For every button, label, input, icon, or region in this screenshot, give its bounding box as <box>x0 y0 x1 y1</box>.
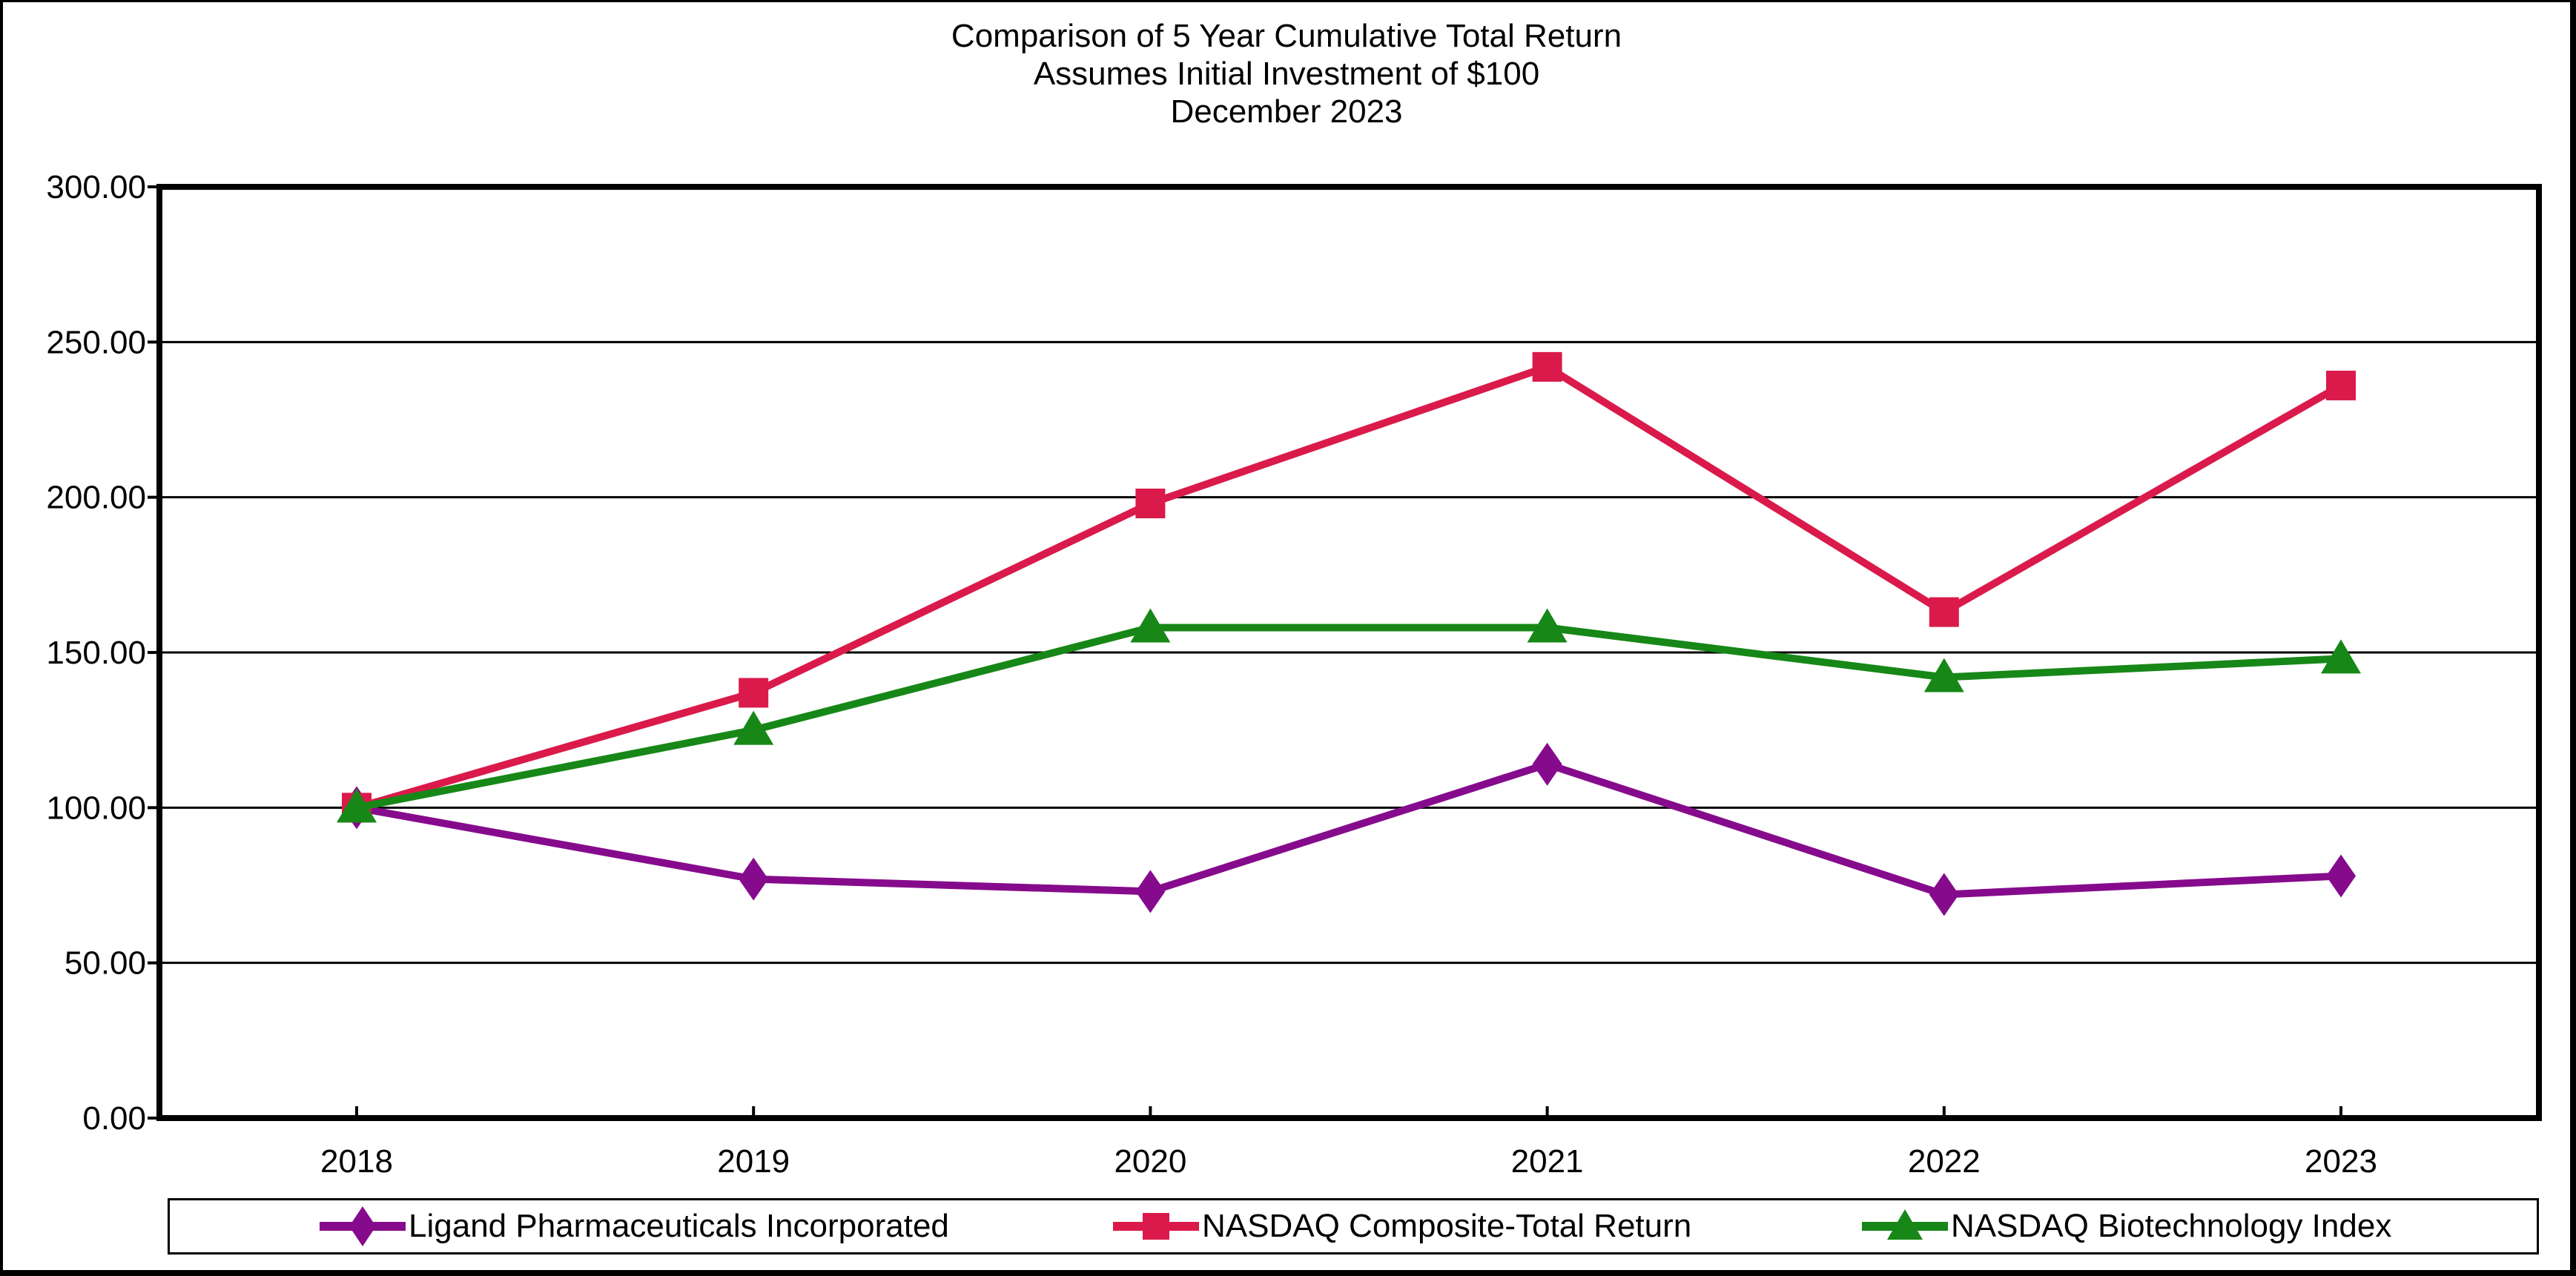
x-axis-tick-label: 2022 <box>1908 1143 1981 1180</box>
y-axis-tick-label: 100.00 <box>46 790 146 826</box>
chart-title: Comparison of 5 Year Cumulative Total Re… <box>3 17 2570 130</box>
x-axis-tick-label: 2018 <box>320 1143 393 1180</box>
y-axis-tick-label: 300.00 <box>46 169 146 205</box>
y-axis-tick-label: 50.00 <box>65 945 146 982</box>
diamond-marker <box>739 857 769 901</box>
square-marker-icon <box>1113 1213 1199 1240</box>
y-axis-tick-label: 200.00 <box>46 480 146 516</box>
square-marker <box>1929 597 1959 627</box>
legend: Ligand Pharmaceuticals Incorporated NASD… <box>168 1198 2539 1254</box>
x-axis-tick-label: 2019 <box>717 1143 790 1180</box>
chart-title-line-3: December 2023 <box>1170 93 1403 130</box>
diamond-marker <box>1532 742 1562 786</box>
series-line-2 <box>356 624 2342 812</box>
legend-label-nasdaq-composite: NASDAQ Composite-Total Return <box>1202 1208 1692 1244</box>
y-axis-tick-label: 150.00 <box>46 635 146 671</box>
y-axis-tick-label: 250.00 <box>46 324 146 360</box>
triangle-marker <box>1527 608 1568 643</box>
diamond-marker <box>2326 854 2356 898</box>
triangle-marker <box>337 788 377 823</box>
plot-area: 0.00 50.00 100.00 150.00 200.00 250.00 300.00 2… <box>46 169 2542 1180</box>
y-axis-tick-label: 0.00 <box>82 1100 146 1137</box>
square-marker <box>1135 489 1166 519</box>
triangle-marker <box>733 710 774 745</box>
square-marker <box>2326 370 2356 400</box>
series-line-0 <box>356 760 2342 899</box>
x-axis-tick-label: 2023 <box>2305 1143 2377 1180</box>
triangle-marker <box>2321 639 2361 674</box>
legend-label-ligand: Ligand Pharmaceuticals Incorporated <box>409 1208 949 1244</box>
legend-item-nasdaq-composite: NASDAQ Composite-Total Return <box>1112 1200 1691 1252</box>
square-marker <box>739 678 769 708</box>
legend-item-nasdaq-biotech: NASDAQ Biotechnology Index <box>1860 1200 2391 1252</box>
x-axis-tick-label: 2020 <box>1114 1143 1186 1180</box>
triangle-marker-icon <box>1862 1209 1948 1240</box>
diamond-marker <box>1135 870 1166 913</box>
square-marker <box>1532 351 1562 382</box>
diamond-marker-icon <box>320 1206 406 1246</box>
chart-title-line-1: Comparison of 5 Year Cumulative Total Re… <box>951 18 1622 54</box>
series-line-1 <box>355 363 2343 812</box>
chart-title-line-2: Assumes Initial Investment of $100 <box>1033 56 1540 92</box>
legend-item-ligand: Ligand Pharmaceuticals Incorporated <box>318 1200 949 1252</box>
x-axis-tick-label: 2021 <box>1511 1143 1584 1180</box>
triangle-marker <box>1130 608 1171 643</box>
legend-label-nasdaq-biotech: NASDAQ Biotechnology Index <box>1951 1208 2392 1244</box>
diamond-marker <box>1929 873 1959 916</box>
triangle-marker <box>1923 658 1964 692</box>
